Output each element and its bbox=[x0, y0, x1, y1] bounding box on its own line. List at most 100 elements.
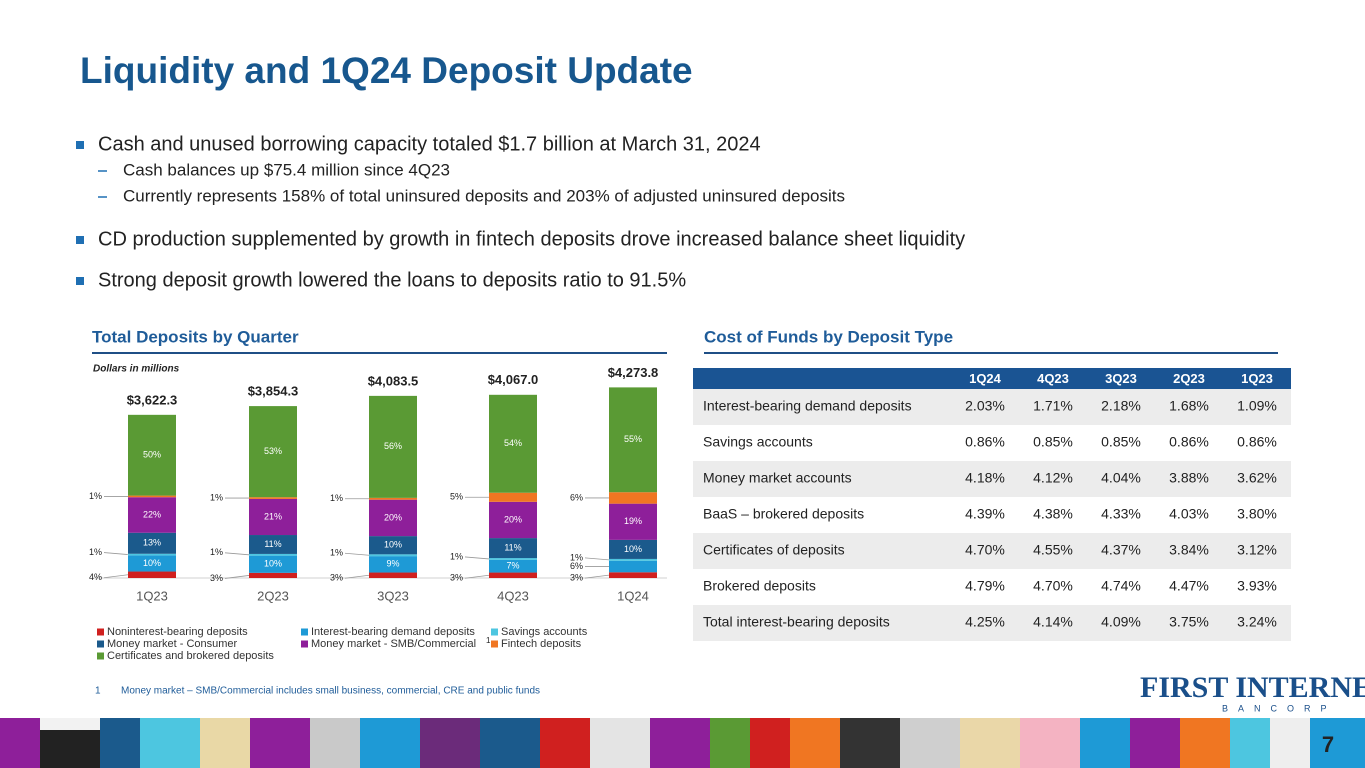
total-label: $4,273.8 bbox=[608, 365, 659, 380]
column-header: 2Q23 bbox=[1173, 371, 1205, 386]
cell: 3.62% bbox=[1237, 470, 1277, 486]
data-label: 7% bbox=[506, 561, 519, 571]
bar-segment bbox=[489, 394, 537, 493]
data-label: 11% bbox=[504, 542, 521, 552]
bar-segment bbox=[369, 395, 417, 498]
data-label: 1% bbox=[330, 493, 343, 503]
data-label: 1% bbox=[89, 547, 102, 557]
total-label: $3,854.3 bbox=[248, 384, 299, 399]
cell: 0.86% bbox=[965, 434, 1005, 450]
bar-segment bbox=[128, 553, 176, 556]
data-label: 20% bbox=[384, 512, 402, 522]
data-label: 56% bbox=[384, 441, 402, 451]
data-label: 54% bbox=[504, 438, 522, 448]
row-bg bbox=[693, 461, 1291, 497]
cell: 4.70% bbox=[1033, 578, 1073, 594]
row-bg bbox=[693, 389, 1291, 425]
legend-swatch bbox=[301, 640, 308, 648]
data-label: 3% bbox=[450, 573, 463, 583]
cell: 3.88% bbox=[1169, 470, 1209, 486]
row-label: BaaS – brokered deposits bbox=[703, 506, 864, 522]
column-header: 4Q23 bbox=[1037, 371, 1069, 386]
row-label: Total interest-bearing deposits bbox=[703, 614, 890, 630]
cell: 4.39% bbox=[965, 506, 1005, 522]
leader-line bbox=[584, 574, 610, 579]
column-header: 3Q23 bbox=[1105, 371, 1137, 386]
cost-table: 1Q24 4Q23 3Q23 2Q23 1Q23 Interest-bearing dem… bbox=[693, 368, 1291, 641]
column-header: 1Q23 bbox=[1241, 371, 1273, 386]
leader-line bbox=[344, 574, 370, 579]
footnote-number: 1 bbox=[95, 686, 101, 697]
leader-line bbox=[224, 552, 250, 556]
bar-segment bbox=[369, 554, 417, 557]
row-label: Interest-bearing demand deposits bbox=[703, 398, 912, 414]
row-label: Certificates of deposits bbox=[703, 542, 845, 558]
data-label: 9% bbox=[386, 559, 399, 569]
bar-segment bbox=[249, 572, 297, 578]
cell: 4.18% bbox=[965, 470, 1005, 486]
cell: 1.68% bbox=[1169, 398, 1209, 414]
x-tick-label: 3Q23 bbox=[377, 588, 409, 603]
stacked-bar-chart: 4% 10% 1% 13% 22% 1% 50% $3,622.3 1Q23 3% 10% 1% 11%… bbox=[89, 365, 667, 603]
bar-segment bbox=[609, 492, 657, 504]
cell: 3.84% bbox=[1169, 542, 1209, 558]
bullet-text: Strong deposit growth lowered the loans … bbox=[98, 269, 686, 291]
data-label: 3% bbox=[570, 573, 583, 583]
bar-segment bbox=[489, 492, 537, 502]
bar-segment bbox=[128, 497, 176, 533]
data-label: 5% bbox=[450, 492, 463, 502]
chart-title: Total Deposits by Quarter bbox=[92, 327, 299, 346]
bar-segment bbox=[369, 497, 417, 500]
leader-line bbox=[464, 556, 490, 560]
legend-label: Savings accounts bbox=[501, 626, 588, 638]
data-label: 13% bbox=[143, 538, 161, 548]
cell: 4.37% bbox=[1101, 542, 1141, 558]
data-label: 3% bbox=[210, 573, 223, 583]
x-tick-label: 1Q24 bbox=[617, 588, 649, 603]
cell: 4.12% bbox=[1033, 470, 1073, 486]
data-label: 55% bbox=[624, 434, 642, 444]
cell: 4.38% bbox=[1033, 506, 1073, 522]
data-label: 4% bbox=[89, 572, 102, 582]
logo: FIRST INTERNET BANCORP bbox=[1140, 671, 1365, 713]
row-label: Savings accounts bbox=[703, 434, 813, 450]
bar-segment bbox=[609, 503, 657, 540]
cell: 0.85% bbox=[1101, 434, 1141, 450]
bar-segment bbox=[128, 555, 176, 572]
legend-label: Certificates and brokered deposits bbox=[107, 650, 274, 662]
bar-segment bbox=[489, 538, 537, 559]
bar-segment bbox=[128, 532, 176, 554]
legend-swatch bbox=[97, 652, 104, 660]
bullet-list: Cash and unused borrowing capacity total… bbox=[76, 133, 965, 291]
bar-segment bbox=[249, 555, 297, 573]
legend-label: Noninterest-bearing deposits bbox=[107, 626, 248, 638]
cell: 4.25% bbox=[965, 614, 1005, 630]
x-tick-label: 1Q23 bbox=[136, 588, 168, 603]
data-label: 6% bbox=[570, 561, 583, 571]
data-label: 10% bbox=[624, 544, 642, 554]
row-label: Money market accounts bbox=[703, 470, 852, 486]
cell: 1.71% bbox=[1033, 398, 1073, 414]
data-label: 11% bbox=[264, 539, 281, 549]
cell: 2.03% bbox=[965, 398, 1005, 414]
chart-subtitle: Dollars in millions bbox=[93, 364, 180, 375]
data-label: 1% bbox=[210, 492, 223, 502]
logo-name: FIRST INTERNET bbox=[1140, 671, 1365, 704]
leader-line bbox=[103, 552, 129, 555]
decorative-strip bbox=[0, 718, 1365, 768]
data-label: 1% bbox=[210, 547, 223, 557]
data-label: 1% bbox=[330, 548, 343, 558]
bullet-marker bbox=[76, 277, 84, 285]
legend-label: Fintech deposits bbox=[501, 638, 582, 650]
leader-line bbox=[584, 557, 610, 561]
cell: 3.24% bbox=[1237, 614, 1277, 630]
bullet-text: CD production supplemented by growth in … bbox=[98, 228, 965, 250]
data-label: 22% bbox=[143, 509, 161, 519]
cell: 4.09% bbox=[1101, 614, 1141, 630]
data-label: 10% bbox=[264, 559, 282, 569]
cell: 1.09% bbox=[1237, 398, 1277, 414]
bullet-text: Cash and unused borrowing capacity total… bbox=[98, 133, 761, 155]
total-label: $3,622.3 bbox=[127, 392, 178, 407]
bar-segment bbox=[249, 406, 297, 498]
